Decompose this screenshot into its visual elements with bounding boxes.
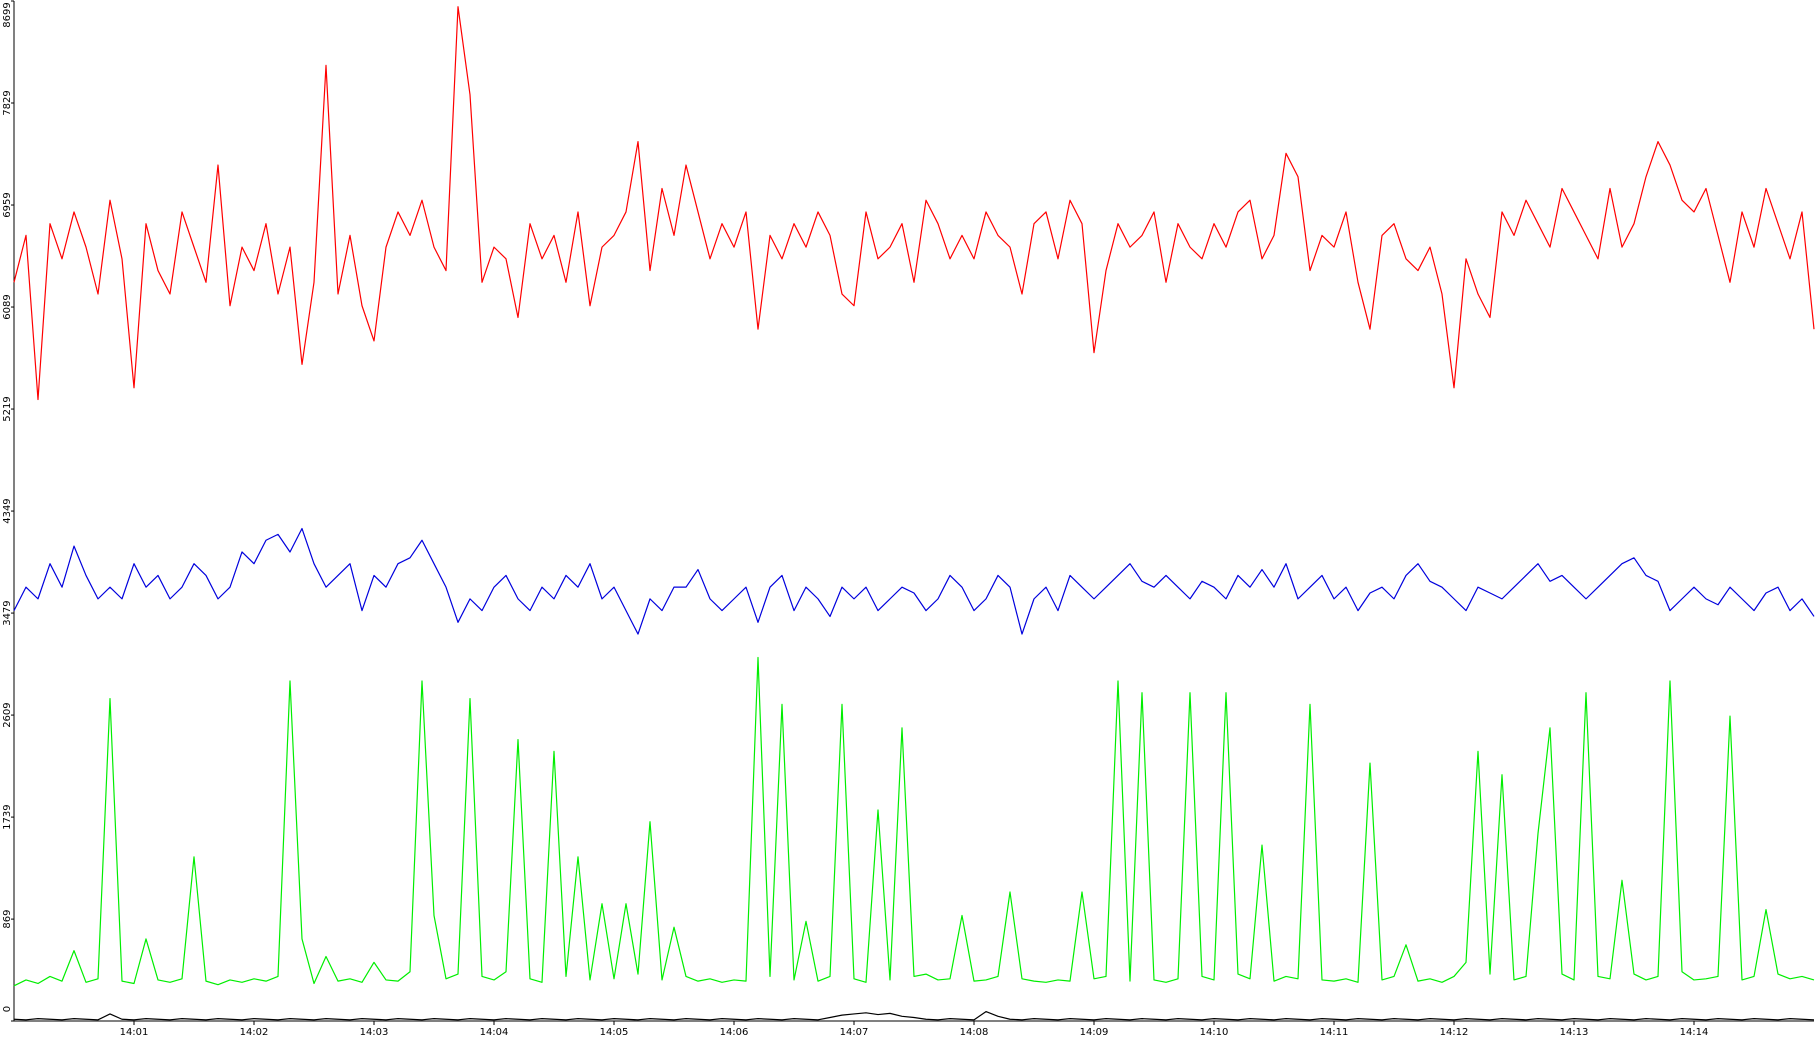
series-line (13, 527, 1815, 635)
y-tick-label: 4349 (2, 498, 13, 523)
y-tick-label: 1739 (2, 804, 13, 829)
x-tick-label: 14:07 (840, 1027, 869, 1038)
y-tick-label: 8699 (2, 2, 13, 27)
x-tick-label: 14:02 (240, 1027, 269, 1038)
series-line (13, 6, 1815, 401)
y-tick-label: 7829 (2, 90, 13, 115)
x-tick-label: 14:12 (1440, 1027, 1469, 1038)
y-tick-label: 869 (2, 910, 13, 929)
y-tick-label: 6959 (2, 192, 13, 217)
x-tick-label: 14:01 (120, 1027, 149, 1038)
y-tick-label: 5219 (2, 396, 13, 421)
x-tick-label: 14:11 (1320, 1027, 1349, 1038)
x-tick-label: 14:05 (600, 1027, 629, 1038)
y-tick-label: 0 (2, 1006, 13, 1012)
x-tick-label: 14:09 (1080, 1027, 1109, 1038)
x-tick-label: 14:08 (960, 1027, 989, 1038)
x-tick-label: 14:03 (360, 1027, 389, 1038)
x-tick-label: 14:04 (480, 1027, 509, 1038)
series-line (13, 656, 1815, 987)
x-tick-label: 14:14 (1680, 1027, 1709, 1038)
x-tick-label: 14:06 (720, 1027, 749, 1038)
y-tick-label: 3479 (2, 600, 13, 625)
x-tick-label: 14:10 (1200, 1027, 1229, 1038)
y-tick-label: 6089 (2, 294, 13, 319)
y-tick-label: 2609 (2, 702, 13, 727)
x-tick-label: 14:13 (1560, 1027, 1589, 1038)
series-line (13, 1011, 1815, 1021)
